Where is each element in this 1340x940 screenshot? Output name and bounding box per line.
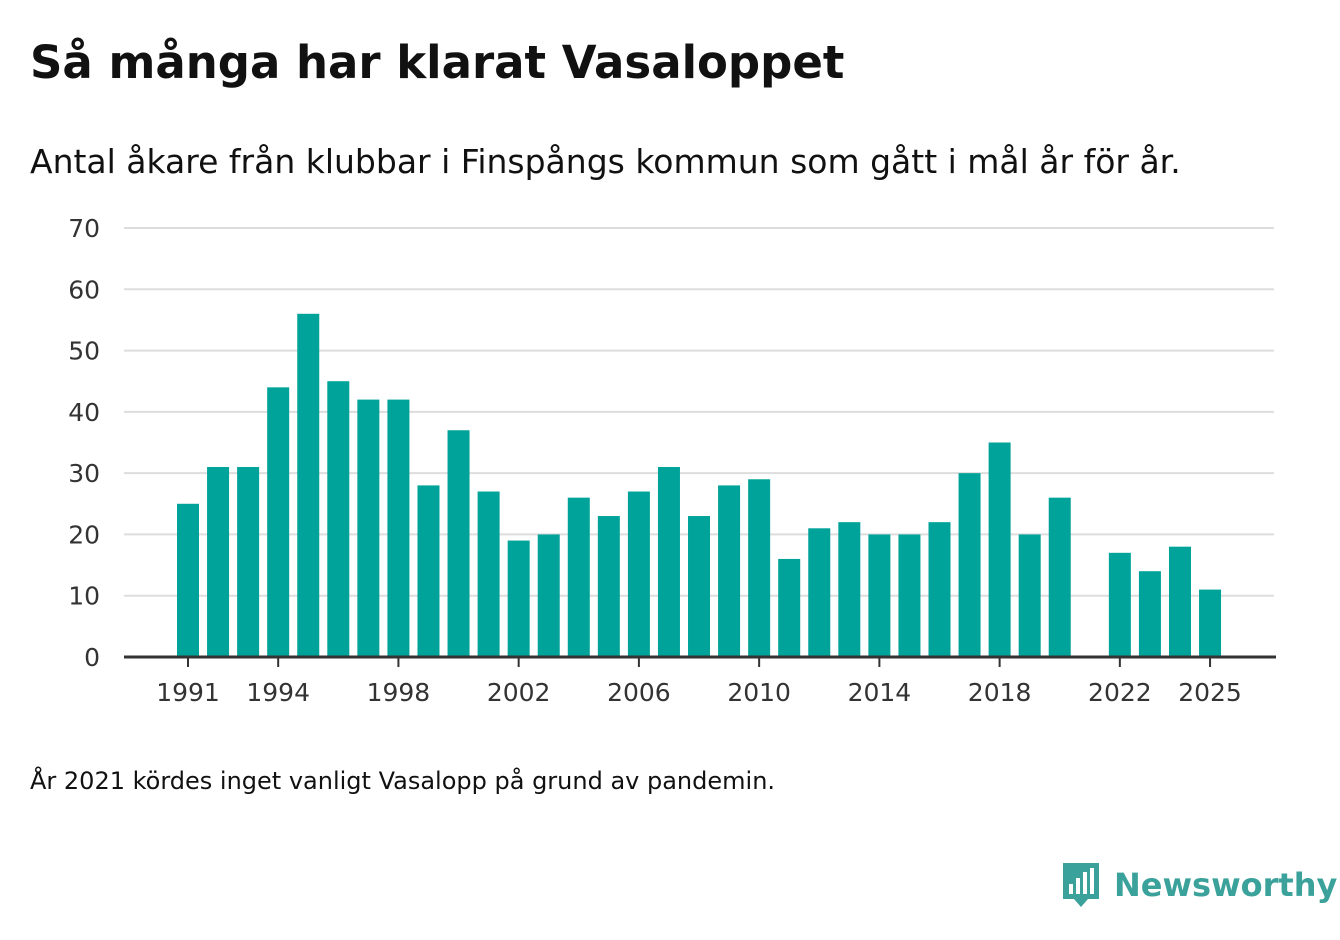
bar-2007 bbox=[657, 467, 680, 657]
y-tick-label-50: 50 bbox=[68, 337, 100, 366]
x-tick-label-2022: 2022 bbox=[1088, 678, 1152, 707]
bar-2024 bbox=[1168, 546, 1191, 657]
x-tick-label-1991: 1991 bbox=[156, 678, 220, 707]
bar-2003 bbox=[537, 534, 560, 657]
bar-2000 bbox=[447, 430, 470, 657]
y-tick-label-10: 10 bbox=[68, 582, 100, 611]
bar-1995 bbox=[297, 313, 320, 657]
x-tick-label-2025: 2025 bbox=[1178, 678, 1242, 707]
bar-1994 bbox=[267, 387, 290, 657]
x-tick-label-2006: 2006 bbox=[607, 678, 671, 707]
chart-subtitle: Antal åkare från klubbar i Finspångs kom… bbox=[30, 142, 1181, 181]
bar-2001 bbox=[477, 491, 500, 657]
bar-2013 bbox=[838, 522, 861, 657]
x-tick-label-1994: 1994 bbox=[246, 678, 310, 707]
bar-2014 bbox=[868, 534, 891, 657]
bar-2015 bbox=[898, 534, 921, 657]
y-tick-label-40: 40 bbox=[68, 398, 100, 427]
bar-2025 bbox=[1199, 589, 1222, 657]
x-tick-label-2014: 2014 bbox=[848, 678, 912, 707]
bar-1992 bbox=[207, 467, 230, 657]
y-tick-label-20: 20 bbox=[68, 520, 100, 549]
bar-2011 bbox=[778, 558, 801, 657]
bar-chart: 0 10 20 30 40 50 60 70 1991 1994 1998 2002 2006 2010… bbox=[68, 214, 1276, 707]
brand-name: Newsworthy bbox=[1114, 866, 1338, 904]
chart-title: Så många har klarat Vasaloppet bbox=[30, 36, 845, 89]
bar-2016 bbox=[928, 522, 951, 657]
bar-2022 bbox=[1108, 552, 1131, 657]
bar-chart-speech-bubble-icon bbox=[1063, 863, 1099, 907]
bar-2004 bbox=[567, 497, 590, 657]
bar-2019 bbox=[1018, 534, 1041, 657]
x-tick-label-2002: 2002 bbox=[487, 678, 551, 707]
bar-1999 bbox=[417, 485, 440, 657]
bar-1996 bbox=[327, 381, 350, 657]
bars bbox=[177, 313, 1222, 657]
x-axis-ticks: 1991 1994 1998 2002 2006 2010 2014 2018 2022 2025 bbox=[156, 657, 1242, 707]
brand-logo[interactable]: Newsworthy bbox=[1060, 860, 1337, 910]
bar-1998 bbox=[387, 399, 410, 657]
bar-1997 bbox=[357, 399, 380, 657]
bar-1991 bbox=[177, 503, 199, 657]
x-tick-label-1998: 1998 bbox=[367, 678, 431, 707]
bar-2017 bbox=[958, 473, 981, 657]
bar-2023 bbox=[1138, 571, 1161, 657]
y-tick-label-0: 0 bbox=[84, 643, 100, 672]
y-tick-label-30: 30 bbox=[68, 459, 100, 488]
y-axis-ticks: 0 10 20 30 40 50 60 70 bbox=[68, 214, 100, 672]
y-tick-label-70: 70 bbox=[68, 214, 100, 243]
x-tick-label-2010: 2010 bbox=[727, 678, 791, 707]
bar-2008 bbox=[688, 516, 711, 657]
bar-2012 bbox=[808, 528, 831, 657]
bar-2006 bbox=[627, 491, 650, 657]
x-tick-label-2018: 2018 bbox=[968, 678, 1032, 707]
bar-2005 bbox=[597, 516, 620, 657]
bar-2002 bbox=[507, 540, 530, 657]
bar-2010 bbox=[748, 479, 771, 657]
bar-1993 bbox=[237, 467, 260, 657]
bar-2018 bbox=[988, 442, 1011, 657]
y-tick-label-60: 60 bbox=[68, 275, 100, 304]
chart-footnote: År 2021 kördes inget vanligt Vasalopp på… bbox=[30, 767, 776, 795]
bar-2009 bbox=[718, 485, 741, 657]
bar-2020 bbox=[1048, 497, 1071, 657]
